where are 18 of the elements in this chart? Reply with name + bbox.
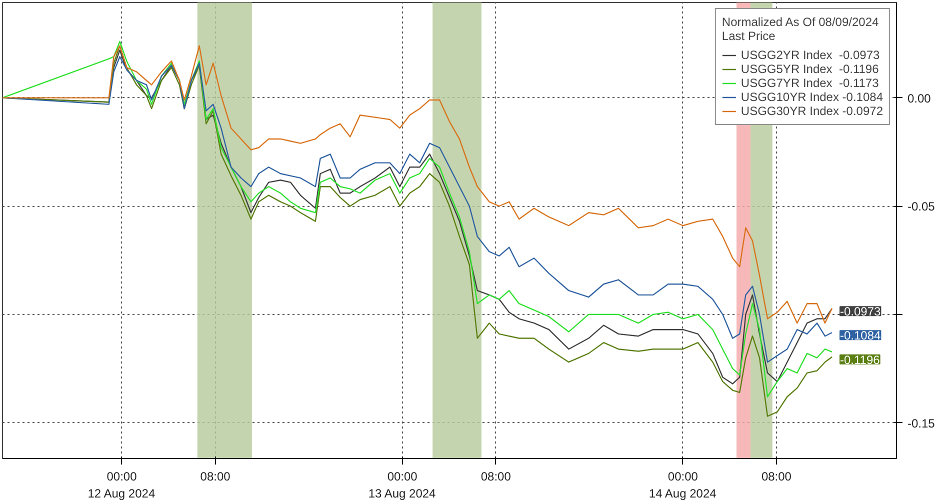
legend-label: USGG10YR Index -0.1084: [740, 90, 883, 104]
legend-title: Normalized As Of 08/09/2024 Last Price: [722, 15, 880, 43]
annotation: -0.1196: [840, 352, 880, 367]
x-tick-label: 08:00: [200, 470, 231, 484]
x-tick-label: 08:00: [480, 470, 512, 484]
y-tick-label: -0.05: [908, 200, 936, 214]
legend-label: USGG30YR Index -0.0972: [740, 104, 883, 118]
y-tick-label: 0.00: [908, 91, 932, 106]
legend-label: USGG5YR Index -0.1196: [740, 62, 879, 76]
legend-label: USGG7YR Index -0.1173: [740, 76, 879, 90]
annotation: -0.0973: [840, 304, 882, 319]
legend-label: USGG2YR Index -0.0973: [740, 48, 880, 62]
x-tick-label: 00:00 14 Aug 2024: [648, 470, 717, 500]
y-tick-label: -0.15: [908, 416, 936, 430]
x-tick-label: 00:00 13 Aug 2024: [368, 470, 436, 500]
annotation: -0.1084: [840, 328, 882, 343]
x-tick-label: 00:00 12 Aug 2024: [88, 470, 156, 500]
x-tick-label: 08:00: [761, 470, 792, 484]
